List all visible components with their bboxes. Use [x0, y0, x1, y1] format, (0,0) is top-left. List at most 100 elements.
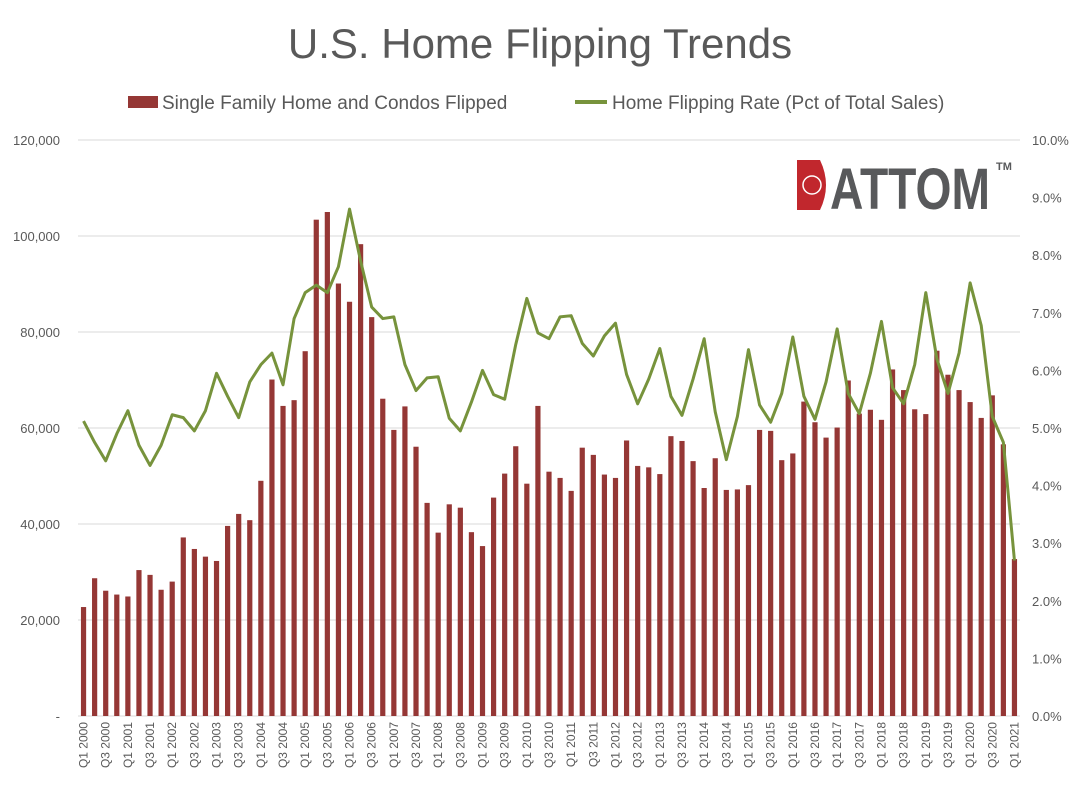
y-right-tick-label: 7.0% [1032, 306, 1062, 321]
bar [457, 507, 463, 716]
x-tick-label: Q3 2002 [187, 722, 201, 768]
bar [524, 483, 530, 716]
y-left-tick-label: 100,000 [13, 229, 60, 244]
y-left-tick-label: - [56, 709, 60, 724]
x-tick-label: Q1 2006 [343, 722, 357, 768]
bar [657, 474, 663, 716]
bar [80, 607, 87, 716]
bar [424, 502, 430, 716]
y-right-tick-label: 4.0% [1032, 479, 1062, 494]
x-tick-label: Q1 2016 [786, 722, 800, 768]
x-tick-label: Q1 2018 [874, 722, 888, 768]
bar [468, 532, 475, 716]
bar [1000, 444, 1006, 716]
y-left-tick-label: 40,000 [20, 517, 60, 532]
bar [912, 409, 918, 716]
bar [690, 461, 696, 716]
x-tick-label: Q3 2019 [941, 722, 955, 768]
bar [623, 440, 630, 716]
chart-title: U.S. Home Flipping Trends [288, 20, 792, 67]
x-tick-label: Q3 2000 [99, 722, 113, 768]
bar [823, 437, 829, 716]
x-tick-label: Q3 2003 [232, 722, 246, 768]
bar [169, 581, 175, 716]
y-right-tick-label: 0.0% [1032, 709, 1062, 724]
bar [225, 525, 231, 716]
y-left-tick-label: 20,000 [20, 613, 60, 628]
x-tick-label: Q1 2009 [476, 722, 490, 768]
y-left-tick-label: 120,000 [13, 133, 60, 148]
bar [213, 560, 220, 716]
x-tick-label: Q1 2002 [165, 722, 179, 768]
legend: Single Family Home and Condos Flipped Ho… [128, 93, 944, 114]
bar [867, 409, 873, 716]
bar [934, 350, 940, 716]
bar [989, 395, 995, 716]
x-tick-label: Q3 2016 [808, 722, 822, 768]
y-right-tick-label: 8.0% [1032, 248, 1062, 263]
y-right-tick-label: 3.0% [1032, 536, 1062, 551]
bar [712, 458, 718, 716]
bar [779, 460, 785, 716]
x-tick-label: Q1 2000 [77, 722, 91, 768]
x-tick-label: Q3 2017 [852, 722, 866, 768]
logo-trademark: TM [996, 161, 1012, 173]
bar [258, 480, 264, 716]
bar [402, 406, 408, 716]
x-tick-label: Q1 2007 [387, 722, 401, 768]
x-tick-label: Q1 2008 [431, 722, 445, 768]
bar [380, 398, 386, 716]
bar [768, 430, 774, 716]
x-tick-label: Q1 2011 [564, 722, 578, 767]
x-tick-label: Q3 2001 [143, 722, 157, 768]
x-tick-label: Q1 2005 [298, 722, 312, 768]
y-left-tick-label: 60,000 [20, 421, 60, 436]
bar [114, 594, 120, 716]
x-tick-label: Q1 2020 [963, 722, 977, 768]
x-tick-label: Q1 2014 [697, 722, 711, 768]
logo-globe-icon [802, 175, 822, 195]
bar [812, 422, 818, 716]
x-tick-label: Q3 2009 [498, 722, 512, 768]
x-tick-label: Q3 2011 [586, 722, 600, 767]
bar [734, 489, 740, 716]
bar [92, 578, 98, 716]
x-tick-label: Q3 2013 [675, 722, 689, 768]
bar [147, 574, 153, 716]
bar [446, 504, 452, 716]
bar [856, 413, 862, 716]
bar [646, 467, 652, 716]
bar [956, 390, 962, 716]
bar [247, 520, 253, 716]
bar [346, 301, 353, 716]
bar [313, 219, 319, 716]
x-tick-label: Q3 2010 [542, 722, 556, 768]
x-tick-label: Q1 2017 [830, 722, 844, 768]
bar [280, 405, 286, 716]
x-tick-label: Q1 2001 [121, 722, 135, 768]
x-tick-label: Q1 2015 [741, 722, 755, 768]
bar [967, 402, 973, 716]
bar [978, 417, 984, 716]
logo-text: ATTOM [830, 157, 990, 222]
bar [202, 556, 209, 716]
x-tick-label: Q3 2012 [631, 722, 645, 768]
x-tick-label: Q1 2013 [653, 722, 667, 768]
x-tick-label: Q3 2008 [453, 722, 467, 768]
x-tick-label: Q1 2019 [919, 722, 933, 768]
bar [435, 532, 441, 716]
bar [513, 446, 519, 716]
bar [479, 546, 486, 716]
bar [945, 374, 951, 716]
y-right-tick-label: 5.0% [1032, 421, 1062, 436]
bar [180, 537, 186, 716]
bar [612, 477, 619, 716]
bar [590, 454, 596, 716]
bar [701, 488, 707, 716]
bar [668, 436, 674, 716]
bar [413, 446, 419, 716]
x-tick-label: Q3 2018 [897, 722, 911, 768]
bar [158, 589, 164, 716]
y-right-tick-label: 6.0% [1032, 363, 1062, 378]
